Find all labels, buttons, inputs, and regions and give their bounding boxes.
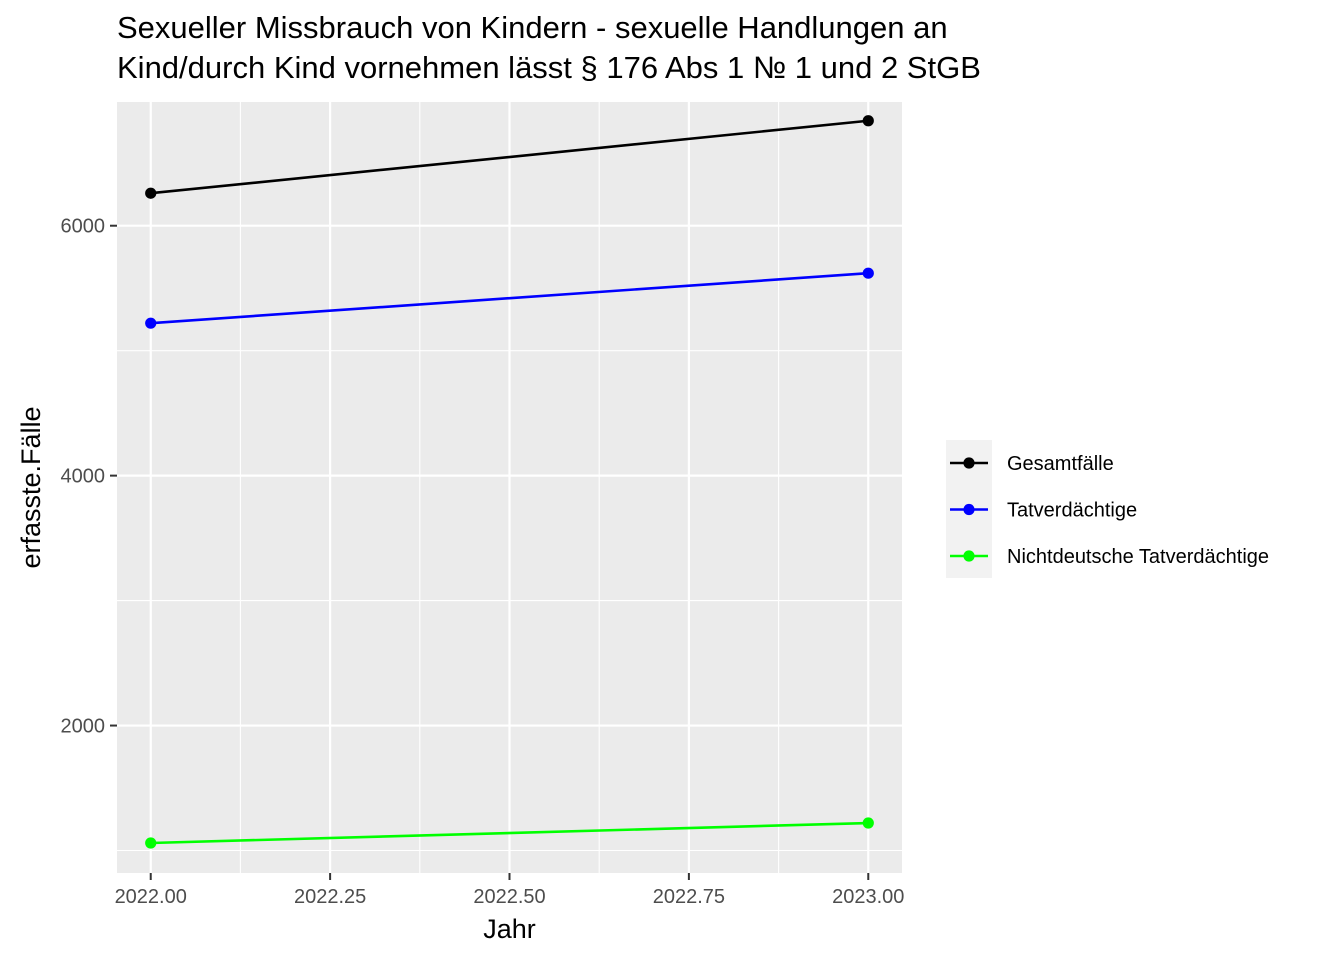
legend-label: Gesamtfälle (1007, 453, 1114, 475)
chart-title-line-2: Kind/durch Kind vornehmen lässt § 176 Ab… (117, 50, 981, 85)
x-axis-title: Jahr (483, 914, 536, 944)
x-tick-label: 2022.25 (294, 886, 366, 908)
legend-key-point (963, 503, 975, 516)
legend-label: Nichtdeutsche Tatverdächtige (1007, 546, 1269, 568)
y-axis-title: erfasste.Fälle (16, 406, 46, 568)
legend-key-point (963, 457, 975, 469)
data-point (145, 837, 157, 849)
x-tick-label: 2022.00 (115, 886, 187, 908)
data-point (862, 267, 874, 279)
series-line-3 (150, 821, 869, 845)
x-tick-label: 2023.00 (832, 886, 904, 908)
x-tick-label: 2022.50 (473, 886, 545, 908)
y-tick-label: 4000 (61, 466, 106, 488)
x-tick-label: 2022.75 (653, 886, 725, 908)
y-tick-label: 6000 (61, 216, 106, 238)
legend-key-point (963, 550, 975, 562)
series-line-1 (150, 119, 869, 195)
series-lines (150, 119, 869, 845)
x-axis: 2022.00 2022.25 2022.50 2022.75 2023.00 (115, 873, 904, 908)
series-line-2 (150, 271, 869, 325)
y-axis: 2000 4000 6000 (61, 216, 117, 738)
grid-major (117, 102, 902, 873)
legend-label: Tatverdächtige (1007, 500, 1137, 522)
data-point (145, 317, 157, 329)
series-points (145, 115, 874, 849)
data-point (862, 115, 874, 127)
chart-title-line-1: Sexueller Missbrauch von Kindern - sexue… (117, 10, 948, 45)
data-point (145, 187, 157, 199)
y-tick-label: 2000 (61, 716, 106, 738)
data-point (862, 817, 874, 829)
legend: Gesamtfälle Tatverdächtige Nichtdeutsche T… (946, 440, 1269, 578)
